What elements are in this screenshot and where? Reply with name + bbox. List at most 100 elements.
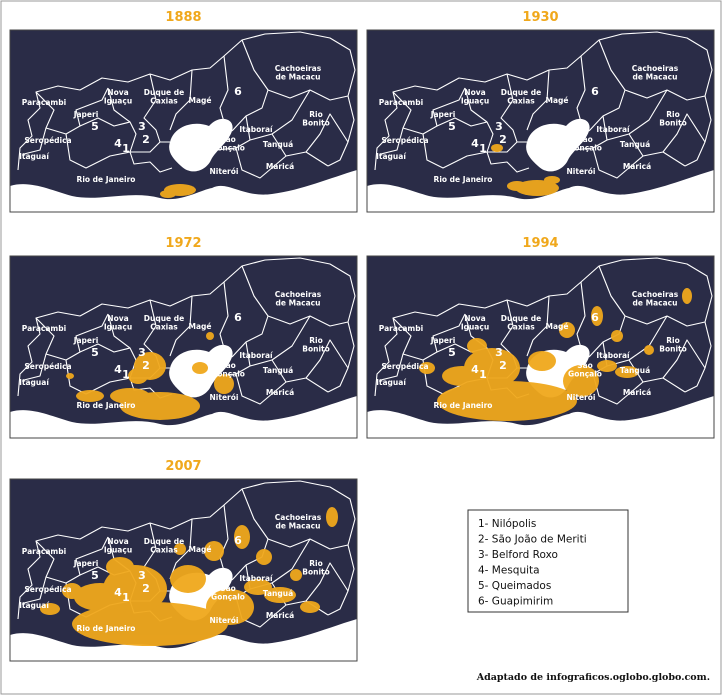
map-label: Iguaçu: [104, 545, 132, 554]
urban-patch: [76, 390, 104, 402]
map-number: 1: [479, 142, 487, 155]
map-label: Magé: [546, 322, 569, 331]
map-label: Magé: [189, 545, 212, 554]
urban-patch: [234, 525, 250, 549]
map-label: Itaboraí: [239, 574, 273, 583]
map-label: de Macacu: [276, 521, 321, 530]
map-label: Itaguaí: [376, 378, 406, 387]
map-label: Rio: [309, 110, 323, 119]
map-label: Gonçalo: [211, 369, 245, 378]
map-label: Paracambi: [379, 98, 423, 107]
map-label: Nova: [464, 88, 485, 97]
panel-border: [9, 478, 358, 662]
map-number: 5: [448, 120, 456, 133]
map-number: 1: [479, 368, 487, 381]
map-number: 1: [122, 142, 130, 155]
map-label: Japeri: [73, 559, 99, 568]
urban-patch: [326, 507, 338, 527]
urban-area: [419, 288, 692, 421]
map-number: 4: [471, 363, 479, 376]
urban-patch: [206, 589, 254, 625]
urban-patch: [66, 373, 74, 379]
map-label: Paracambi: [22, 324, 66, 333]
map-label: Iguaçu: [104, 322, 132, 331]
map-number: 2: [142, 582, 150, 595]
urban-patch: [192, 362, 208, 374]
map-number: 2: [499, 359, 507, 372]
map-label: Niterói: [210, 393, 239, 402]
urban-patch: [491, 144, 503, 152]
map-label: Rio de Janeiro: [77, 401, 136, 410]
map-label: Tanguá: [263, 589, 293, 598]
panel-border: [366, 29, 715, 213]
map-label: Rio: [309, 559, 323, 568]
urban-patch: [160, 190, 176, 198]
urban-patch: [174, 543, 186, 555]
map-label: Bonito: [659, 344, 687, 353]
map-number: 5: [91, 569, 99, 582]
legend-item: 2- São João de Meriti: [478, 534, 587, 546]
map-number: 2: [142, 359, 150, 372]
panel-year: 1972: [165, 236, 201, 251]
map-label: Cachoeiras: [275, 513, 322, 522]
urban-area: [160, 184, 196, 198]
map-number: 3: [138, 346, 146, 359]
map-label: Rio de Janeiro: [434, 175, 493, 184]
map-label: Gonçalo: [568, 143, 602, 152]
urban-patch: [682, 288, 692, 304]
map-label: Bonito: [659, 118, 687, 127]
urban-patch: [559, 322, 575, 338]
urban-area: [40, 507, 338, 646]
urban-patch: [72, 602, 228, 646]
map-label: Nova: [107, 537, 128, 546]
map-label: Maricá: [623, 162, 651, 171]
map-number: 6: [591, 85, 599, 98]
map-label: São: [577, 361, 593, 370]
panel-year: 2007: [165, 459, 201, 474]
panel-border: [366, 255, 715, 439]
map-label: Maricá: [266, 162, 294, 171]
urban-patch: [170, 565, 206, 593]
map-number: 1: [122, 368, 130, 381]
map-label: São: [220, 361, 236, 370]
map-label: Nova: [107, 314, 128, 323]
urban-area: [491, 144, 560, 196]
map-label: Niterói: [567, 393, 596, 402]
urban-patch: [106, 557, 134, 577]
map-label: Seropédica: [24, 362, 71, 371]
map-label: Itaboraí: [596, 351, 630, 360]
map-label: Rio de Janeiro: [77, 624, 136, 633]
urban-patch: [128, 368, 148, 384]
map-label: Duque de: [501, 88, 541, 97]
urban-patch: [591, 306, 603, 326]
map-number: 4: [114, 363, 122, 376]
map-label: Iguaçu: [461, 322, 489, 331]
map-label: Seropédica: [381, 136, 428, 145]
urban-area: [66, 332, 234, 420]
map-label: Caxias: [150, 96, 178, 105]
map-label: Itaguaí: [376, 152, 406, 161]
map-number: 5: [91, 346, 99, 359]
legend-box: [467, 509, 629, 613]
map-label: Japeri: [430, 336, 456, 345]
panel-border: [9, 255, 358, 439]
map-label: Cachoeiras: [632, 290, 679, 299]
map-label: Cachoeiras: [632, 64, 679, 73]
panel-year: 1888: [165, 10, 201, 25]
map-label: Iguaçu: [461, 96, 489, 105]
map-number: 5: [448, 346, 456, 359]
map-label: Paracambi: [22, 547, 66, 556]
map-label: Cachoeiras: [275, 290, 322, 299]
legend-item: 4- Mesquita: [478, 565, 540, 577]
map-label: Nova: [107, 88, 128, 97]
map-label: Japeri: [73, 110, 99, 119]
map-label: de Macacu: [276, 298, 321, 307]
urban-patch: [204, 541, 224, 561]
map-number: 4: [471, 137, 479, 150]
map-label: Rio: [666, 336, 680, 345]
map-label: Itaguaí: [19, 601, 49, 610]
